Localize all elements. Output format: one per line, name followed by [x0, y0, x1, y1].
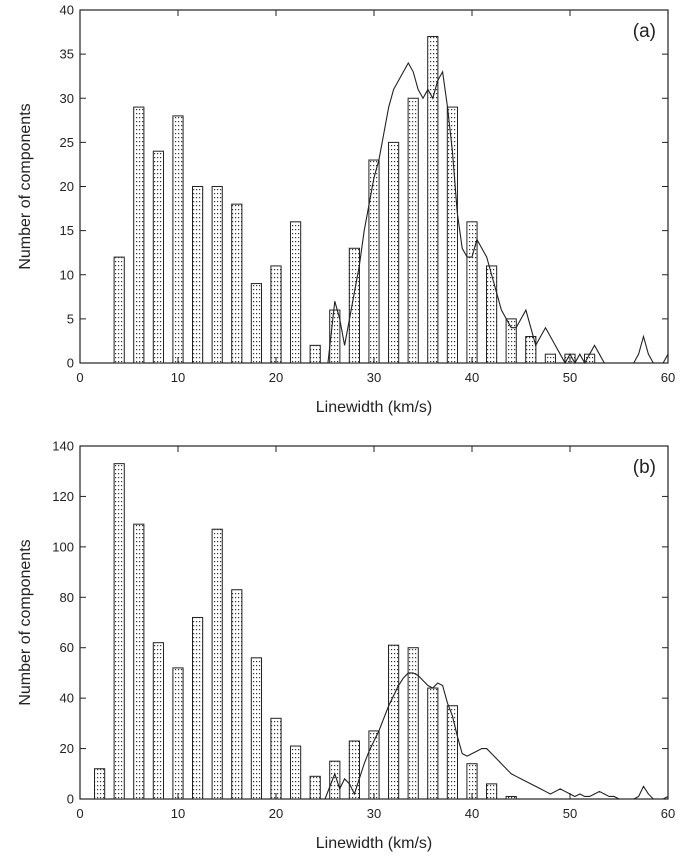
x-tick-label-a-1: 10 — [171, 370, 185, 385]
y-tick-label-a-4: 20 — [60, 179, 74, 194]
bar-b-16 — [407, 647, 419, 800]
bar-b-3 — [152, 642, 164, 800]
bar-a-6 — [231, 203, 243, 364]
bar-b-10 — [290, 745, 302, 800]
fit-line-b — [324, 672, 669, 800]
y-tick-label-b-4: 80 — [60, 590, 74, 605]
bar-a-0 — [113, 256, 125, 364]
bar-a-11 — [329, 309, 341, 364]
bar-a-7 — [250, 283, 262, 364]
bar-b-1 — [113, 463, 125, 800]
y-tick-label-b-1: 20 — [60, 741, 74, 756]
bar-a-15 — [407, 97, 419, 364]
bar-a-20 — [505, 318, 517, 364]
y-ticks-a: 0 5 10 15 20 25 30 35 40 — [60, 3, 668, 371]
bar-a-19 — [486, 265, 498, 364]
bar-b-11 — [309, 775, 321, 800]
y-axis-title-b: Number of components — [17, 539, 34, 705]
x-tick-label-a-6: 60 — [661, 370, 675, 385]
bar-b-12 — [329, 760, 341, 800]
y-ticks-b: 0 20 40 60 80 100 120 140 — [52, 439, 668, 807]
bar-a-8 — [270, 265, 282, 364]
y-tick-label-a-5: 25 — [60, 135, 74, 150]
chart-panel-a: 0 10 20 30 40 50 60 0 5 10 15 20 25 30 35 40 (a) Linew… — [17, 3, 675, 417]
bar-b-9 — [270, 717, 282, 800]
bar-a-5 — [211, 186, 223, 364]
y-tick-label-a-3: 15 — [60, 223, 74, 238]
bar-a-3 — [172, 115, 184, 364]
bar-b-5 — [192, 616, 204, 800]
bar-b-8 — [250, 657, 262, 800]
y-tick-label-b-0: 0 — [67, 792, 74, 807]
chart-panel-b: 0 10 20 30 40 50 60 0 20 40 60 80 100 120 140 (b) Lin… — [17, 439, 675, 853]
x-tick-label-b-0: 0 — [76, 806, 83, 821]
bar-a-21 — [525, 336, 537, 364]
x-tick-label-b-3: 30 — [367, 806, 381, 821]
y-tick-label-a-2: 10 — [60, 267, 74, 282]
y-tick-label-a-0: 0 — [67, 356, 74, 371]
y-tick-label-b-3: 60 — [60, 640, 74, 655]
x-tick-label-a-3: 30 — [367, 370, 381, 385]
bar-b-4 — [172, 667, 184, 800]
y-tick-label-b-5: 100 — [52, 539, 74, 554]
x-ticks-b: 0 10 20 30 40 50 60 — [76, 446, 675, 821]
bar-b-17 — [427, 687, 439, 800]
x-tick-label-b-6: 60 — [661, 806, 675, 821]
x-axis-title-a: Linewidth (km/s) — [316, 399, 432, 416]
bar-a-10 — [309, 344, 321, 364]
y-tick-label-a-8: 40 — [60, 3, 74, 18]
x-tick-label-a-2: 20 — [269, 370, 283, 385]
x-tick-label-b-2: 20 — [269, 806, 283, 821]
bar-b-18 — [446, 705, 458, 800]
x-tick-label-b-5: 50 — [563, 806, 577, 821]
x-tick-label-b-4: 40 — [465, 806, 479, 821]
bar-group-a — [113, 35, 596, 364]
y-tick-label-a-1: 5 — [67, 311, 74, 326]
panel-label-a: (a) — [633, 21, 656, 42]
bar-b-7 — [231, 589, 243, 800]
bar-a-2 — [152, 150, 164, 364]
y-axis-title-a: Number of components — [17, 103, 34, 269]
bar-b-13 — [348, 740, 360, 800]
bar-b-15 — [388, 644, 400, 800]
bar-a-12 — [348, 247, 360, 364]
bar-b-21 — [505, 795, 517, 800]
y-tick-label-b-2: 40 — [60, 691, 74, 706]
x-tick-label-a-5: 50 — [563, 370, 577, 385]
x-ticks-a: 0 10 20 30 40 50 60 — [76, 10, 675, 385]
x-tick-label-a-4: 40 — [465, 370, 479, 385]
x-tick-label-a-0: 0 — [76, 370, 83, 385]
y-tick-label-b-7: 140 — [52, 439, 74, 454]
bar-a-13 — [368, 159, 380, 364]
bar-b-2 — [133, 523, 145, 800]
bar-a-17 — [446, 106, 458, 364]
bar-a-14 — [388, 141, 400, 364]
bar-b-0 — [94, 768, 106, 800]
bar-a-16 — [427, 35, 439, 364]
x-tick-label-b-1: 10 — [171, 806, 185, 821]
bar-a-1 — [133, 106, 145, 364]
bar-a-22 — [544, 353, 556, 364]
bar-b-20 — [486, 783, 498, 800]
y-tick-label-a-7: 35 — [60, 47, 74, 62]
x-axis-title-b: Linewidth (km/s) — [316, 835, 432, 852]
bar-b-6 — [211, 528, 223, 800]
fit-line-a — [327, 61, 669, 365]
bar-a-9 — [290, 221, 302, 364]
panel-label-b: (b) — [633, 457, 656, 478]
y-tick-label-a-6: 30 — [60, 91, 74, 106]
bar-a-4 — [192, 186, 204, 364]
bar-group-b — [94, 463, 517, 800]
y-tick-label-b-6: 120 — [52, 489, 74, 504]
